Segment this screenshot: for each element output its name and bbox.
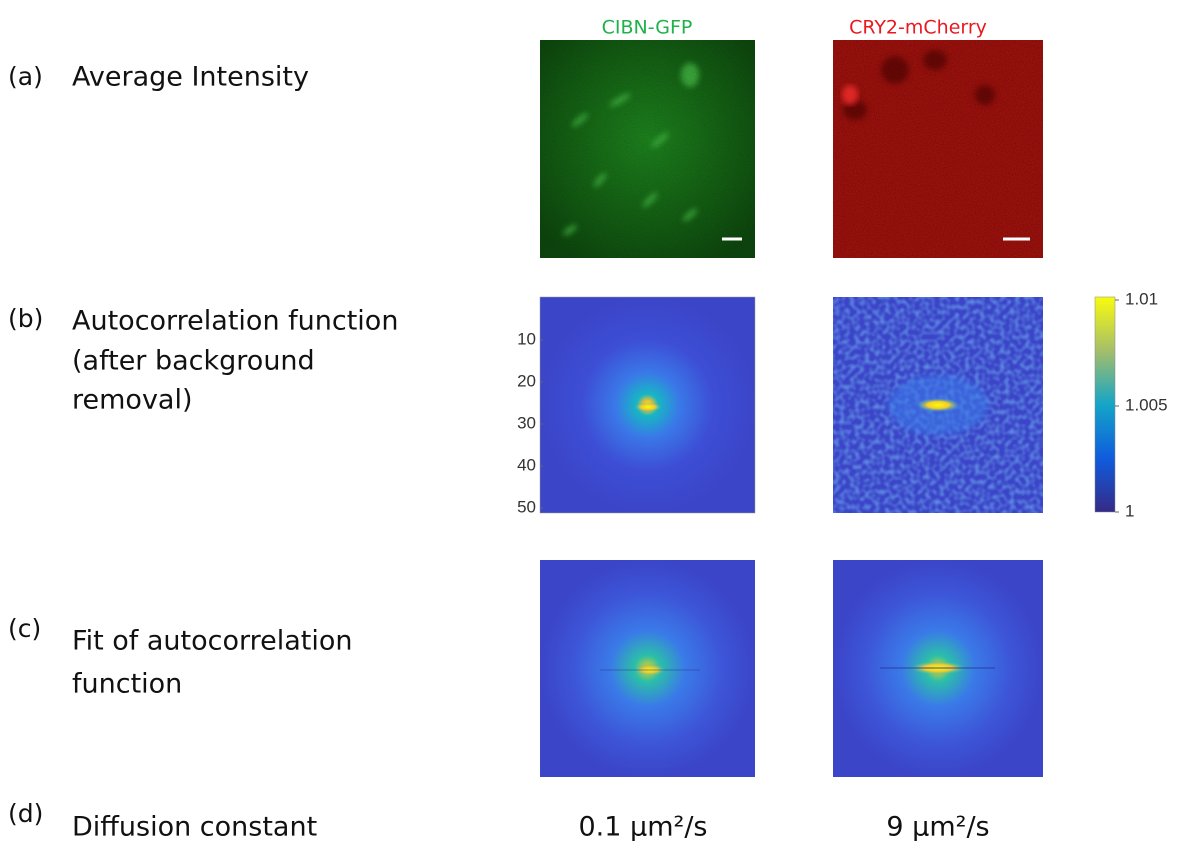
row-marker: (d) xyxy=(8,799,43,828)
row-label: removal) xyxy=(72,385,193,416)
y-tick-label: 30 xyxy=(517,413,536,432)
colorbar-tick-label: 1.005 xyxy=(1125,395,1168,414)
column-title: CRY2-mCherry xyxy=(849,17,987,39)
row-marker: (c) xyxy=(8,614,41,643)
y-axis: 10 20 30 40 50 xyxy=(517,329,543,516)
row-label: Fit of autocorrelation xyxy=(72,626,352,657)
colorbar-tick-label: 1 xyxy=(1125,501,1134,520)
row-marker: (a) xyxy=(8,62,43,91)
row-label: Diffusion constant xyxy=(72,812,317,843)
acf-mcherry xyxy=(833,297,1043,513)
row-marker: (b) xyxy=(8,304,43,333)
fit-gfp xyxy=(540,560,755,777)
diffusion-value: 0.1 µm²/s xyxy=(579,812,708,843)
diffusion-value: 9 µm²/s xyxy=(886,812,989,843)
fit-mcherry xyxy=(833,560,1043,777)
row-label: function xyxy=(72,669,182,700)
gfp-image xyxy=(540,40,755,258)
row-label: Average Intensity xyxy=(72,62,309,93)
column-title: CIBN-GFP xyxy=(602,17,693,39)
colorbar-ticks: 1.01 1.005 1 xyxy=(1115,289,1168,520)
y-tick-label: 50 xyxy=(517,497,536,516)
row-label: Autocorrelation function xyxy=(72,306,398,337)
mcherry-image xyxy=(833,40,1043,258)
colorbar-tick-label: 1.01 xyxy=(1125,289,1158,308)
y-tick-label: 20 xyxy=(517,371,536,390)
y-tick-label: 10 xyxy=(517,329,536,348)
acf-gfp xyxy=(539,296,756,514)
row-label: (after background xyxy=(72,346,315,377)
y-tick-label: 40 xyxy=(517,455,536,474)
colorbar xyxy=(1094,296,1116,513)
